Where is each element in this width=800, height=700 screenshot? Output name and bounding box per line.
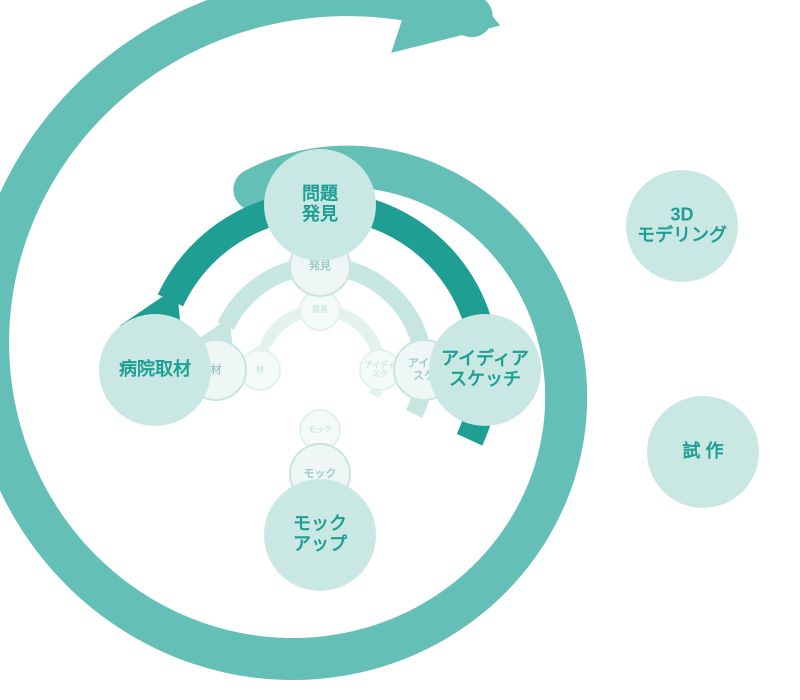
ring3-node-0-label-line-0: 発見 — [311, 304, 328, 314]
outer-spiral-arrowhead — [391, 0, 500, 53]
outer-node-0-label-line-1: モデリング — [637, 224, 727, 245]
ring3-node-3-label-line-0: 材 — [256, 364, 264, 374]
ring2-node-2-label-line-0: モック — [304, 467, 337, 480]
outer-stage-nodes: 3Dモデリング試 作 — [626, 170, 759, 508]
ring1-node-2-label-line-1: アップ — [293, 533, 348, 554]
ring1-node-0-label-line-1: 発見 — [301, 203, 338, 224]
ring1-node-0-label-line-0: 問題 — [302, 183, 339, 203]
outer-node-0-label-line-0: 3D — [670, 204, 693, 224]
ring2-node-3-label-line-0: 材 — [211, 362, 222, 376]
outer-node-1-label-line-0: 試 作 — [682, 440, 723, 461]
process-cycle-diagram: 発見アイディスケモック材発見アイデスケモック材問題発見アイディアスケッチモックア… — [0, 0, 800, 700]
ring1-node-1-label-line-0: アイディア — [441, 347, 529, 368]
ring1-node-1-label-line-1: スケッチ — [449, 369, 521, 389]
ring1-node-1: アイディアスケッチ — [429, 314, 541, 426]
ring3-node-1-label-line-0: アイディ — [364, 360, 395, 370]
ring1-node-3: 病院取材 — [99, 314, 211, 426]
ring1-node-0: 問題発見 — [264, 149, 376, 261]
ring1-node-3-label-line-0: 病院取材 — [119, 358, 191, 379]
ring1-node-2-label-line-0: モック — [293, 513, 347, 533]
outer-node-0: 3Dモデリング — [626, 170, 738, 282]
ring3-node-1-label-line-1: スケ — [372, 370, 388, 379]
ring3-node-2-label-line-0: モック — [308, 424, 332, 434]
outer-node-1: 試 作 — [647, 396, 759, 508]
ring1-node-2: モックアップ — [264, 479, 376, 591]
